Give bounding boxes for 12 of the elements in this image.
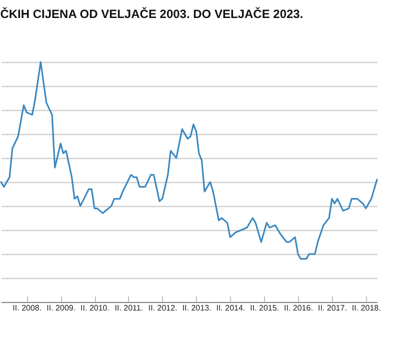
chart-title: ČKIH CIJENA OD VELJAČE 2003. DO VELJAČE 2023. — [0, 7, 304, 22]
x-tick-label: II. 2012. — [148, 304, 178, 312]
x-tick-label: II. 2010. — [80, 304, 110, 312]
x-tick-label: II. 2016. — [284, 304, 313, 312]
x-tick-label: II. 2014. — [216, 304, 246, 312]
x-tick-label: II. 2013. — [182, 304, 212, 312]
x-tick-label: II. 2009. — [46, 304, 76, 312]
x-tick-label: II. 2008. — [12, 304, 42, 312]
x-tick-label: II. 2017. — [318, 304, 347, 312]
x-tick-label: II. 2018. — [352, 304, 381, 312]
x-tick-label: II. 2015. — [250, 304, 280, 312]
x-tick-label: II. 2011. — [114, 304, 144, 312]
